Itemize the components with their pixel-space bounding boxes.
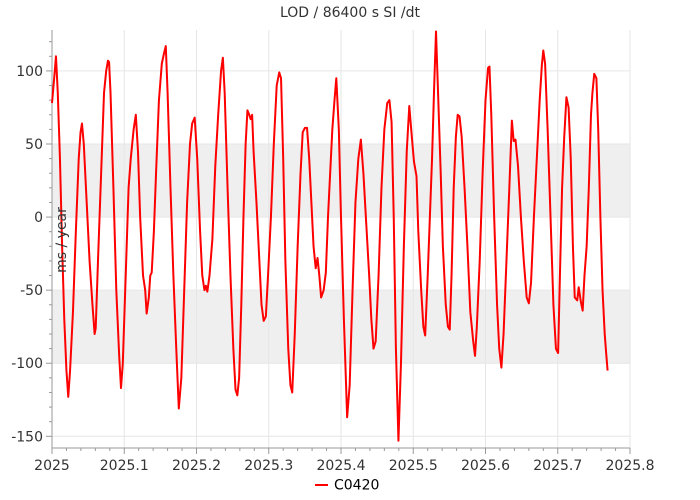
x-axis-ticks: 2025 2025.1 2025.2 2025.3 2025.4 2025.5 2025.6…: [34, 448, 655, 474]
grid-lines: [51, 30, 631, 448]
y-tick-label: 50: [25, 137, 43, 153]
y-tick-label: 100: [16, 64, 43, 80]
y-tick-label: -100: [11, 356, 43, 372]
x-tick-label: 2025.2: [172, 458, 221, 474]
y-axis-label: ms / year: [54, 207, 70, 273]
x-tick-label: 2025.6: [461, 458, 510, 474]
x-tick-label: 2025.7: [533, 458, 582, 474]
series-group: [51, 30, 609, 442]
x-tick-label: 2025.3: [244, 458, 293, 474]
x-tick-label: 2025.5: [389, 458, 438, 474]
chart-title: LOD / 86400 s SI /dt: [280, 5, 421, 21]
y-tick-label: -150: [11, 429, 43, 445]
x-tick-label: 2025.1: [100, 458, 149, 474]
x-tick-label: 2025.8: [606, 458, 655, 474]
series-line-0: [51, 30, 609, 442]
y-tick-label: 0: [34, 210, 43, 226]
y-axis-ticks: 100 50 0 -50 -100 -150: [11, 64, 52, 445]
x-tick-label: 2025.4: [317, 458, 366, 474]
legend-label: C0420: [334, 478, 379, 494]
x-tick-label: 2025: [34, 458, 70, 474]
legend: C0420: [315, 478, 379, 494]
y-tick-label: -50: [20, 283, 43, 299]
